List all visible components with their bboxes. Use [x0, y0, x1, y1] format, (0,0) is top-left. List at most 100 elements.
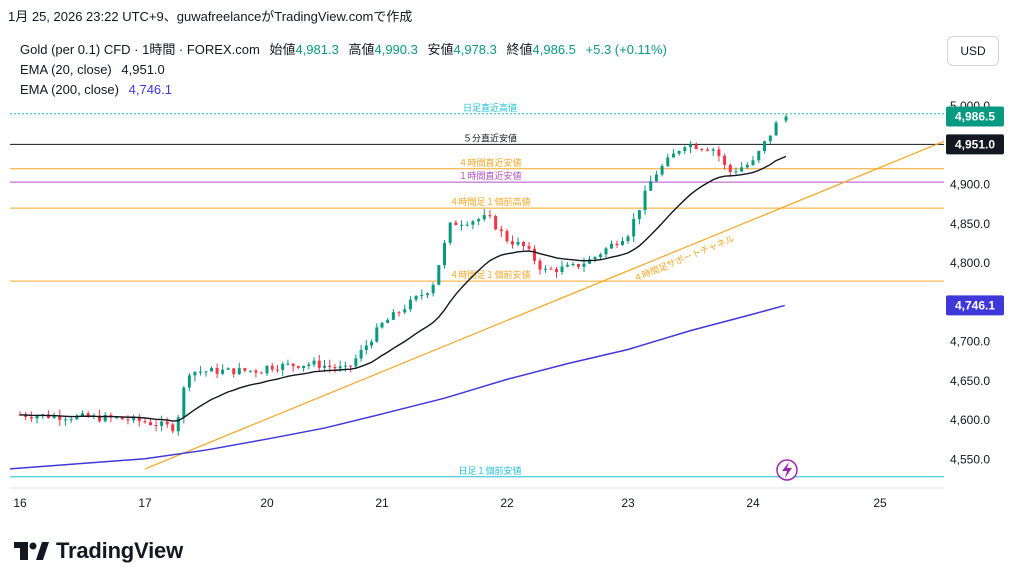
- candle-body[interactable]: [466, 225, 469, 226]
- candle-body[interactable]: [555, 269, 558, 272]
- candle-body[interactable]: [36, 416, 39, 418]
- candle-body[interactable]: [785, 117, 788, 121]
- candle-body[interactable]: [763, 141, 766, 151]
- candle-body[interactable]: [471, 221, 474, 224]
- candle-body[interactable]: [644, 191, 647, 210]
- candle-body[interactable]: [318, 361, 321, 368]
- candle-body[interactable]: [115, 417, 118, 418]
- candle-body[interactable]: [415, 296, 418, 300]
- candle-body[interactable]: [734, 171, 737, 172]
- candle-body[interactable]: [511, 241, 514, 244]
- ema20-line[interactable]: [20, 156, 786, 421]
- candle-body[interactable]: [689, 144, 692, 147]
- candle-body[interactable]: [700, 149, 703, 150]
- candle-body[interactable]: [566, 265, 569, 267]
- candle-body[interactable]: [655, 175, 658, 182]
- candle-body[interactable]: [339, 366, 342, 368]
- candle-body[interactable]: [392, 312, 395, 320]
- candle-body[interactable]: [533, 249, 536, 261]
- candle-body[interactable]: [706, 150, 709, 151]
- candle-body[interactable]: [171, 424, 174, 431]
- candle-body[interactable]: [149, 422, 152, 425]
- candle-body[interactable]: [188, 375, 191, 387]
- candle-body[interactable]: [544, 269, 547, 270]
- candle-body[interactable]: [292, 364, 295, 366]
- ema200-line[interactable]: [10, 305, 785, 469]
- candle-body[interactable]: [354, 358, 357, 366]
- candle-body[interactable]: [370, 342, 373, 346]
- candle-body[interactable]: [216, 368, 219, 374]
- candle-body[interactable]: [420, 295, 423, 296]
- candle-body[interactable]: [483, 215, 486, 219]
- candle-body[interactable]: [769, 135, 772, 141]
- candle-body[interactable]: [193, 372, 196, 375]
- candle-body[interactable]: [746, 165, 749, 168]
- candle-body[interactable]: [227, 368, 230, 369]
- candle-body[interactable]: [70, 419, 73, 420]
- candle-body[interactable]: [166, 422, 169, 425]
- candle-body[interactable]: [205, 371, 208, 372]
- candle-body[interactable]: [437, 265, 440, 285]
- candle-body[interactable]: [517, 242, 520, 245]
- candle-body[interactable]: [403, 309, 406, 312]
- candle-body[interactable]: [426, 293, 429, 295]
- candle-body[interactable]: [199, 372, 202, 373]
- candle-body[interactable]: [333, 367, 336, 368]
- candle-body[interactable]: [494, 216, 497, 229]
- candle-body[interactable]: [649, 181, 652, 191]
- candle-body[interactable]: [460, 225, 463, 226]
- candle-body[interactable]: [126, 419, 129, 420]
- candle-body[interactable]: [477, 219, 480, 221]
- candle-body[interactable]: [144, 421, 147, 422]
- candle-body[interactable]: [449, 223, 452, 243]
- candle-body[interactable]: [488, 215, 491, 216]
- candle-body[interactable]: [723, 156, 726, 165]
- candle-body[interactable]: [683, 147, 686, 151]
- candle-body[interactable]: [386, 320, 389, 323]
- candle-body[interactable]: [522, 242, 525, 246]
- candle-body[interactable]: [757, 151, 760, 160]
- candle-body[interactable]: [286, 364, 289, 365]
- candle-body[interactable]: [572, 264, 575, 265]
- candle-body[interactable]: [528, 246, 531, 249]
- candle-body[interactable]: [375, 327, 378, 341]
- candle-body[interactable]: [409, 300, 412, 310]
- candle-body[interactable]: [740, 167, 743, 171]
- candle-body[interactable]: [323, 366, 326, 368]
- candle-body[interactable]: [81, 413, 84, 415]
- candle-body[interactable]: [266, 366, 269, 373]
- candle-body[interactable]: [729, 165, 732, 172]
- candle-body[interactable]: [500, 229, 503, 231]
- candle-body[interactable]: [717, 149, 720, 155]
- candle-body[interactable]: [398, 312, 401, 313]
- candle-body[interactable]: [313, 361, 316, 365]
- candle-body[interactable]: [432, 285, 435, 294]
- candle-body[interactable]: [594, 257, 597, 259]
- candle-body[interactable]: [638, 210, 641, 219]
- candle-body[interactable]: [752, 160, 755, 165]
- candle-body[interactable]: [64, 419, 67, 420]
- candle-body[interactable]: [621, 241, 624, 245]
- candle-body[interactable]: [302, 366, 305, 368]
- candle-body[interactable]: [210, 368, 213, 371]
- candle-body[interactable]: [271, 366, 274, 370]
- candle-body[interactable]: [616, 244, 619, 245]
- candle-body[interactable]: [605, 248, 608, 254]
- candle-body[interactable]: [297, 366, 300, 368]
- candle-body[interactable]: [577, 264, 580, 267]
- candle-body[interactable]: [454, 223, 457, 226]
- candle-body[interactable]: [182, 388, 185, 418]
- candle-body[interactable]: [307, 364, 310, 365]
- candle-body[interactable]: [243, 368, 246, 371]
- candle-body[interactable]: [221, 370, 224, 374]
- candle-body[interactable]: [254, 371, 257, 373]
- candle-body[interactable]: [678, 151, 681, 154]
- candle-body[interactable]: [610, 244, 613, 249]
- candle-body[interactable]: [238, 368, 241, 374]
- candle-body[interactable]: [160, 422, 163, 426]
- candle-body[interactable]: [232, 368, 235, 374]
- candle-body[interactable]: [561, 267, 564, 273]
- candle-body[interactable]: [632, 219, 635, 236]
- candle-body[interactable]: [506, 231, 509, 241]
